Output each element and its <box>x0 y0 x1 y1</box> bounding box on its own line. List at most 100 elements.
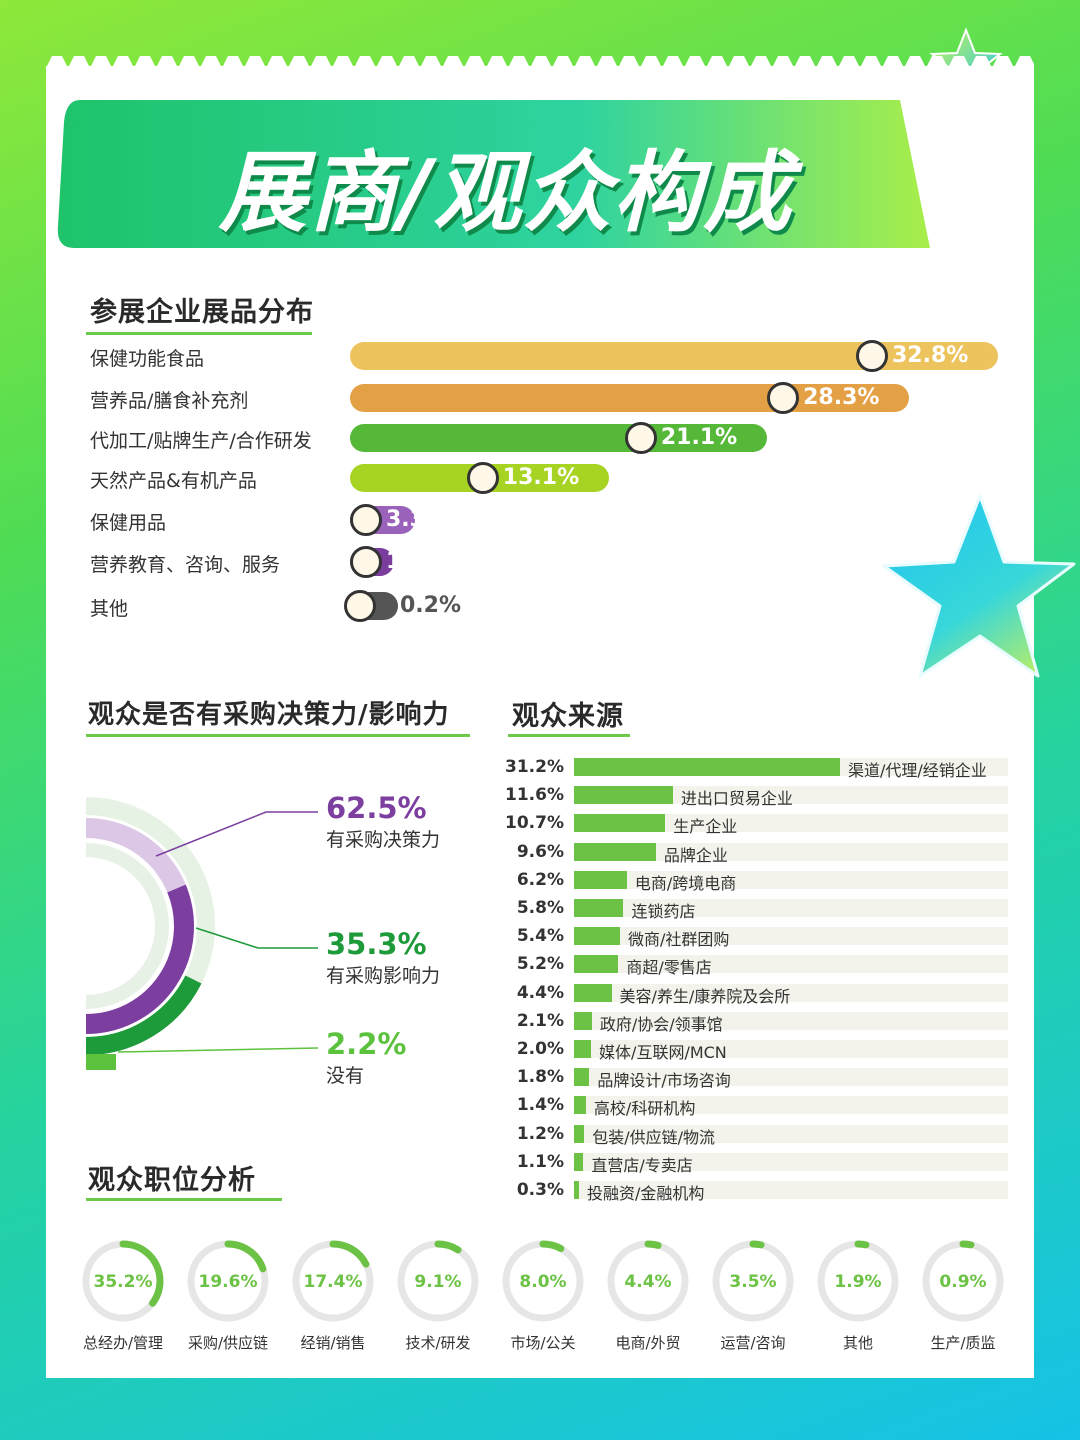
source-bar-track <box>574 842 1008 861</box>
role-category-label: 总经办/管理 <box>82 1334 164 1352</box>
exhibitor-category-label: 保健功能食品 <box>90 348 205 370</box>
role-ring-arc <box>292 1240 374 1322</box>
exhibitor-category-label: 营养品/膳食补充剂 <box>90 390 249 412</box>
exhibitor-bar-value: 32.8% <box>892 343 969 368</box>
source-value: 9.6% <box>516 841 564 862</box>
role-value: 9.1% <box>414 1272 461 1292</box>
role-ring: 3.5% <box>712 1240 794 1322</box>
exhibitor-bar-knob <box>856 340 888 372</box>
source-value: 11.6% <box>505 785 564 806</box>
role-ring: 9.1% <box>397 1240 479 1322</box>
decision-value: 62.5% <box>326 791 427 825</box>
source-value: 31.2% <box>505 757 564 777</box>
source-category-label: 渠道/代理/经销企业 <box>848 761 987 780</box>
source-bar <box>574 927 621 946</box>
torn-edge-top <box>46 56 1034 68</box>
decision-ring-track <box>85 843 169 1009</box>
role-ring-arc <box>397 1240 479 1322</box>
source-bar-track <box>574 927 1008 946</box>
role-category-label: 采购/供应链 <box>187 1334 269 1352</box>
source-category-label: 直营店/专卖店 <box>591 1155 693 1175</box>
decision-category: 有采购影响力 <box>326 965 440 987</box>
exhibitor-bar <box>350 384 910 412</box>
source-bar <box>574 758 840 776</box>
source-category-label: 媒体/互联网/MCN <box>599 1043 727 1062</box>
source-category-label: 电商/跨境电商 <box>634 873 737 893</box>
source-category-label: 进出口贸易企业 <box>680 789 793 809</box>
source-category-label: 品牌设计/市场咨询 <box>597 1071 731 1091</box>
source-value: 1.4% <box>516 1095 564 1116</box>
source-bar-track <box>574 1040 1008 1058</box>
source-section-title: 观众来源 <box>512 701 624 732</box>
role-ring-arc <box>82 1240 164 1322</box>
exhibitor-bar <box>350 424 767 452</box>
decision-category: 有采购决策力 <box>326 829 440 851</box>
source-value: 10.7% <box>505 813 564 834</box>
decision-category: 没有 <box>326 1065 364 1087</box>
source-bar <box>574 842 656 861</box>
decision-section-title: 观众是否有采购决策力/影响力 <box>88 700 450 730</box>
exhibitor-category-label: 其他 <box>90 598 129 620</box>
decision-arc-35 <box>85 975 202 1055</box>
source-bar <box>574 1152 584 1171</box>
source-value: 5.4% <box>516 926 564 947</box>
role-ring: 35.2% <box>82 1240 164 1322</box>
role-value: 17.4% <box>304 1272 363 1292</box>
decision-chart: 62.5% 有采购决策力 35.3% 有采购影响力 2.2% 没有 <box>85 791 440 1087</box>
role-ring: 8.0% <box>502 1240 584 1322</box>
role-ring-arc <box>712 1240 794 1322</box>
source-bar-track <box>574 1181 1008 1199</box>
source-category-label: 美容/养生/康养院及会所 <box>619 986 791 1006</box>
role-value: 35.2% <box>94 1272 153 1292</box>
role-ring: 19.6% <box>187 1240 269 1322</box>
source-bar <box>574 983 612 1002</box>
source-bar-track <box>574 1068 1008 1087</box>
role-ring-arc <box>187 1240 269 1322</box>
role-category-label: 运营/咨询 <box>720 1334 786 1352</box>
source-category-label: 政府/协会/领事馆 <box>599 1014 723 1034</box>
exhibitor-bar-knob <box>466 462 499 494</box>
exhibitor-category-label: 营养教育、咨询、服务 <box>90 554 281 576</box>
exhibitor-category-label: 保健用品 <box>90 512 167 534</box>
role-section-underline <box>86 1198 282 1201</box>
role-category-label: 技术/研发 <box>405 1334 471 1352</box>
decision-leader-line <box>155 811 318 857</box>
source-value: 5.8% <box>516 898 564 918</box>
source-bar-track <box>574 1124 1008 1143</box>
role-category-label: 生产/质监 <box>930 1334 996 1352</box>
exhibitor-bar-value: 21.1% <box>660 425 738 450</box>
source-section-underline <box>508 734 630 737</box>
exhibitor-bar-knob <box>350 546 382 578</box>
source-bar-track <box>574 1011 1008 1030</box>
role-ring-arc <box>502 1240 584 1322</box>
role-value: 4.4% <box>624 1272 671 1292</box>
exhibitor-bar-knob <box>624 422 657 454</box>
role-ring-arc <box>607 1240 689 1322</box>
role-ring-arc <box>817 1240 899 1322</box>
source-bar <box>574 1181 579 1199</box>
source-value: 2.0% <box>516 1039 564 1059</box>
role-value: 1.9% <box>834 1272 881 1292</box>
content-card: 展商/观众构成 参展企业展品分布 保健功能食品 32.8% 营养品/膳食补充剂 28.… <box>46 56 1034 1378</box>
exhibitor-bar-knob <box>344 590 376 622</box>
source-bar-track <box>574 1152 1008 1171</box>
exhibitor-bar-value: 28.3% <box>803 385 880 410</box>
role-section-title: 观众职位分析 <box>88 1165 256 1196</box>
exhibitor-bar-value: 3.3% <box>386 507 448 532</box>
source-category-label: 包装/供应链/物流 <box>592 1127 716 1147</box>
decision-leader-line <box>195 927 318 949</box>
source-bar-track <box>574 955 1008 974</box>
role-value: 0.9% <box>939 1272 986 1292</box>
exhibitor-bar-value: 1.2% <box>386 549 448 574</box>
decision-bar-2 <box>86 1054 116 1070</box>
role-ring: 0.9% <box>922 1240 1004 1322</box>
role-ring-arc <box>922 1240 1004 1322</box>
decision-arc-62 <box>85 884 194 1034</box>
source-value: 5.2% <box>516 954 564 975</box>
source-bar <box>574 955 619 974</box>
source-bar-track <box>574 814 1008 833</box>
role-value: 19.6% <box>199 1272 258 1292</box>
exhibitor-bar-knob <box>767 382 800 414</box>
role-value: 8.0% <box>519 1272 566 1292</box>
decision-section-underline <box>86 734 470 737</box>
